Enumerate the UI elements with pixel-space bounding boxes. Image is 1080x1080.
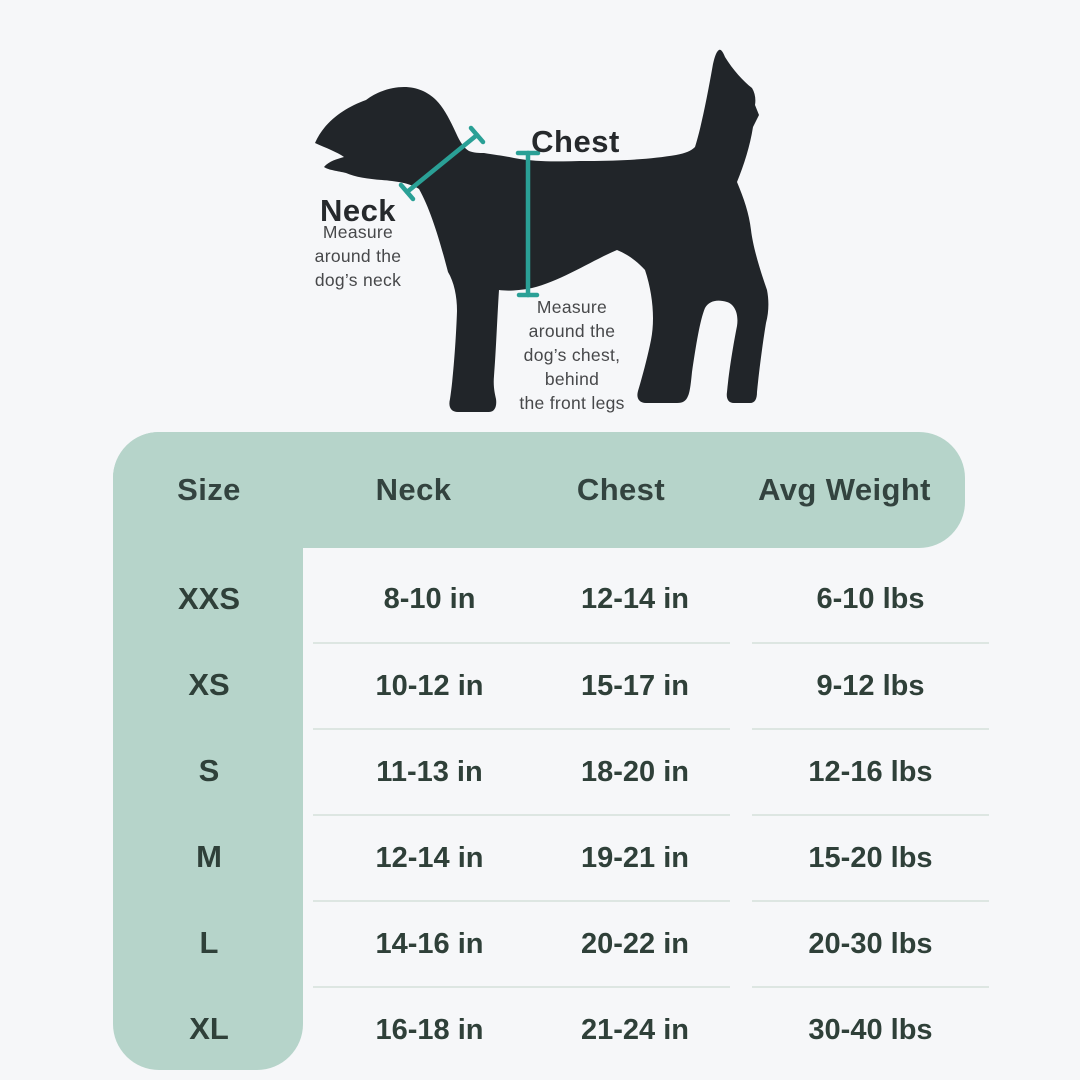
weight-cell: 6-10 lbs bbox=[816, 582, 925, 615]
chest-cell: 21-24 in bbox=[540, 986, 730, 1072]
size-chart-table: Size Neck Chest Avg Weight XXS 8-10 in 1… bbox=[113, 432, 989, 1072]
chest-cell: 18-20 in bbox=[540, 728, 730, 814]
weight-cell: 15-20 lbs bbox=[752, 814, 989, 900]
chest-caption: Measure around the dog’s chest, behind t… bbox=[519, 297, 625, 413]
neck-cell: 11-13 in bbox=[313, 728, 546, 814]
chest-cell: 15-17 in bbox=[540, 642, 730, 728]
weight-cell: 30-40 lbs bbox=[752, 986, 989, 1072]
neck-cell: 16-18 in bbox=[313, 986, 546, 1072]
header-cell-size: Size bbox=[177, 472, 241, 507]
header-cell-chest: Chest bbox=[576, 472, 666, 507]
table-body: XXS 8-10 in 12-14 in 6-10 lbs XS 10-12 i… bbox=[113, 556, 989, 1072]
header-cell-weight: Avg Weight bbox=[758, 472, 931, 507]
header-cell-neck: Neck bbox=[375, 472, 452, 507]
size-cell: XL bbox=[189, 1011, 229, 1046]
chest-cell: 20-22 in bbox=[540, 900, 730, 986]
chest-label: Chest bbox=[531, 124, 620, 159]
chest-measure-line bbox=[515, 150, 541, 298]
dog-silhouette bbox=[315, 49, 769, 412]
size-cell: XS bbox=[188, 667, 230, 702]
size-cell: S bbox=[198, 753, 220, 788]
dog-body-shape bbox=[315, 49, 769, 412]
weight-cell: 12-16 lbs bbox=[752, 728, 989, 814]
table-header: Size Neck Chest Avg Weight bbox=[113, 432, 965, 548]
weight-cell: 20-30 lbs bbox=[752, 900, 989, 986]
neck-label: Neck bbox=[319, 193, 397, 228]
chest-cell: 12-14 in bbox=[581, 582, 689, 615]
chest-cell: 19-21 in bbox=[540, 814, 730, 900]
size-cell: XXS bbox=[177, 581, 241, 616]
weight-cell: 9-12 lbs bbox=[752, 642, 989, 728]
neck-cell: 12-14 in bbox=[313, 814, 546, 900]
size-cell: L bbox=[199, 925, 219, 960]
neck-measure-line bbox=[398, 125, 486, 202]
neck-cell: 14-16 in bbox=[313, 900, 546, 986]
neck-cell: 10-12 in bbox=[313, 642, 546, 728]
neck-caption: Measure around the dog’s neck bbox=[314, 222, 402, 290]
neck-cell: 8-10 in bbox=[383, 582, 476, 615]
size-cell: M bbox=[196, 839, 222, 874]
